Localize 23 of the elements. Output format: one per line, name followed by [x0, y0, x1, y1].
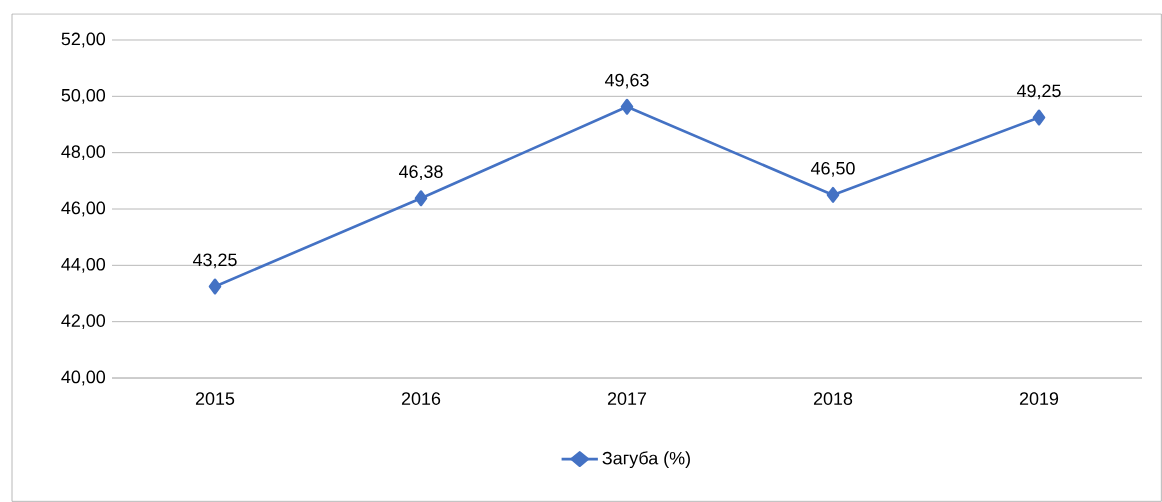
data-label: 46,50 [810, 161, 855, 177]
x-tick-label: 2017 [607, 392, 647, 405]
x-tick-label: 2016 [401, 392, 441, 405]
y-tick-label: 48,00 [61, 145, 106, 161]
data-label: 46,38 [398, 165, 443, 181]
x-tick-label: 2018 [813, 392, 853, 405]
x-tick-label: 2019 [1019, 392, 1059, 405]
point [826, 186, 840, 203]
y-tick-label: 46,00 [61, 201, 106, 217]
data-label: 49,25 [1016, 84, 1061, 100]
y-tick-label: 40,00 [61, 370, 106, 386]
x-tick-label: 2015 [195, 392, 235, 405]
y-tick-label: 44,00 [61, 257, 106, 273]
point [620, 98, 634, 115]
legend-label: Загуба (%) [602, 451, 690, 469]
point [414, 190, 428, 207]
y-tick-label: 42,00 [61, 314, 106, 330]
y-tick-label: 52,00 [61, 32, 106, 48]
data-label: 43,25 [192, 253, 237, 269]
point [1032, 109, 1046, 126]
data-label: 49,63 [604, 73, 649, 89]
y-tick-label: 50,00 [61, 88, 106, 104]
point [208, 278, 222, 295]
